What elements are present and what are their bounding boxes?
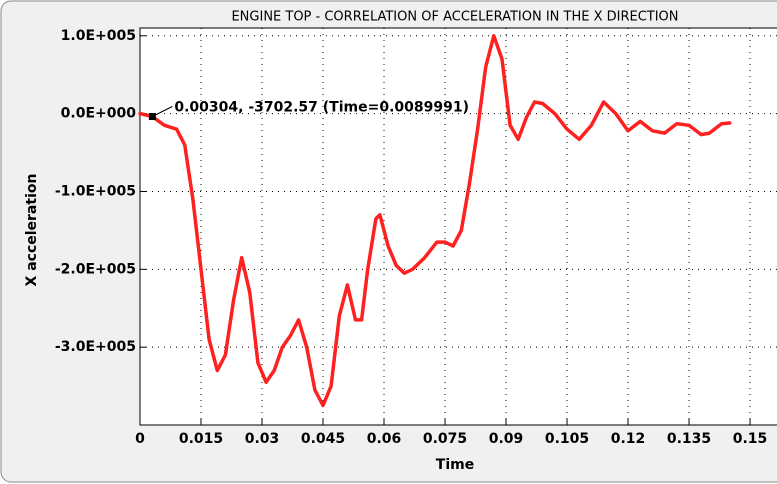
y-tick-label: -2.0E+005 bbox=[55, 261, 136, 277]
data-line bbox=[138, 34, 732, 408]
x-tick-label: 0.15 bbox=[733, 431, 768, 447]
x-tick-label: 0.105 bbox=[545, 431, 589, 447]
x-tick-label: 0.015 bbox=[179, 431, 223, 447]
x-axis-label: Time bbox=[436, 457, 474, 473]
chart-title: ENGINE TOP - CORRELATION OF ACCELERATION… bbox=[231, 10, 678, 25]
y-axis-label: X acceleration bbox=[24, 174, 40, 287]
y-tick-label: 0.0E+000 bbox=[61, 106, 137, 122]
x-tick-label: 0 bbox=[135, 431, 145, 447]
y-tick-label: -3.0E+005 bbox=[55, 339, 136, 355]
x-tick-label: 0.075 bbox=[423, 431, 467, 447]
x-tick-label: 0.09 bbox=[489, 431, 524, 447]
annotation-leader bbox=[152, 106, 173, 117]
x-tick-label: 0.12 bbox=[611, 431, 646, 447]
y-tick-label: -1.0E+005 bbox=[55, 183, 136, 199]
y-tick-label: 1.0E+005 bbox=[61, 28, 136, 44]
x-tick-label: 0.045 bbox=[301, 431, 345, 447]
x-tick-label: 0.135 bbox=[667, 431, 711, 447]
x-tick-label: 0.06 bbox=[367, 431, 402, 447]
plot-area bbox=[139, 27, 777, 426]
annotation-text: 0.00304, -3702.57 (Time=0.0089991) bbox=[174, 100, 469, 116]
x-tick-label: 0.03 bbox=[245, 431, 280, 447]
